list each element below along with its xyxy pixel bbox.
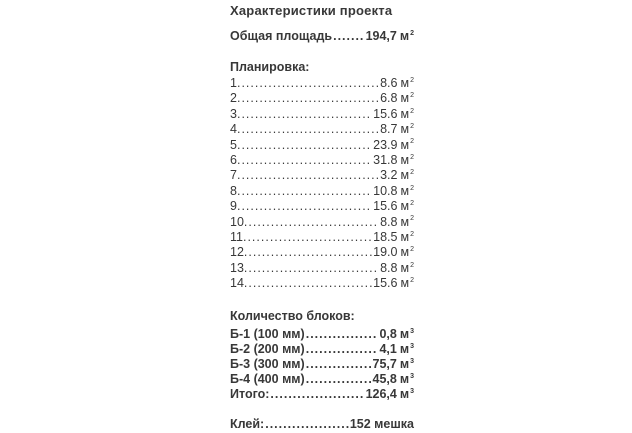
unit: м2 [400,168,415,183]
total-area-line: Общая площадь 194,7 м2 [230,29,414,43]
block-row: Б-3 (300 мм) 75,7 м3 [230,357,414,372]
block-row: Б-1 (100 мм) 0,8 м3 [230,327,414,342]
dot-leader [241,138,372,152]
project-spec-column: Характеристики проекта Общая площадь 194… [230,0,414,433]
unit: м3 [399,387,414,401]
unit: м2 [400,245,415,260]
list-item: 2. 6.8 м2 [230,91,414,106]
list-item: 7. 3.2 м2 [230,168,414,183]
dot-leader [306,357,372,371]
dot-leader [248,215,379,229]
unit: м2 [400,137,415,152]
total-area-label: Общая площадь [230,29,333,43]
dot-leader [241,122,379,136]
list-item: 1. 8.6 м2 [230,76,414,91]
dot-leader [270,387,364,401]
list-item: 5. 23.9 м2 [230,138,414,153]
list-item: 11. 18.5 м2 [230,230,414,245]
total-area-unit: м2 [399,29,414,43]
plan-items-list: 1. 8.6 м2 2. 6.8 м2 3. 15.6 м2 4. 8.7 м2… [230,76,414,291]
list-item: 14. 15.6 м2 [230,276,414,291]
block-row: Б-4 (400 мм) 45,8 м3 [230,372,414,387]
dot-leader [247,230,372,244]
unit: м2 [400,183,415,198]
unit: м2 [400,276,415,291]
glue-label: Клей: [230,417,265,431]
unit: м3 [399,327,414,341]
dot-leader [241,168,379,182]
dot-leader [241,76,379,90]
dot-leader [241,91,379,105]
list-item: 4. 8.7 м2 [230,122,414,137]
total-area-value: 194,7 [365,29,397,43]
list-item: 6. 31.8 м2 [230,153,414,168]
dot-leader [241,184,372,198]
unit: м2 [400,260,415,275]
dot-leader [306,342,379,356]
unit: м3 [399,357,414,371]
list-item: 10. 8.8 м2 [230,215,414,230]
unit: м2 [400,106,415,121]
glue-row: Клей: 152 мешка [230,417,414,431]
plan-section-header: Планировка: [230,60,310,74]
dot-leader [248,261,379,275]
dot-leader [248,245,372,259]
list-item: 9. 15.6 м2 [230,199,414,214]
dot-leader [265,417,349,431]
list-item: 3. 15.6 м2 [230,107,414,122]
list-item: 12. 19.0 м2 [230,245,414,260]
list-item: 13. 8.8 м2 [230,261,414,276]
unit: м3 [399,342,414,356]
dot-leader [306,372,372,386]
unit: м3 [399,372,414,386]
unit: м2 [400,152,415,167]
block-row: Б-2 (200 мм) 4,1 м3 [230,342,414,357]
list-item: 8. 10.8 м2 [230,184,414,199]
dot-leader [248,276,372,290]
dot-leader [241,199,372,213]
glue-value: 152 мешка [349,417,414,431]
page-title: Характеристики проекта [230,3,393,18]
unit: м2 [400,91,415,106]
dot-leader [333,29,364,43]
blocks-section-header: Количество блоков: [230,309,355,323]
unit: м2 [400,76,415,90]
blocks-list: Б-1 (100 мм) 0,8 м3 Б-2 (200 мм) 4,1 м3 … [230,327,414,402]
unit: м2 [400,229,415,244]
unit: м2 [400,122,415,137]
dot-leader [241,153,372,167]
unit: м2 [400,199,415,214]
dot-leader [241,107,372,121]
blocks-total-row: Итого: 126,4 м3 [230,387,414,402]
unit: м2 [400,214,415,229]
dot-leader [306,327,379,341]
